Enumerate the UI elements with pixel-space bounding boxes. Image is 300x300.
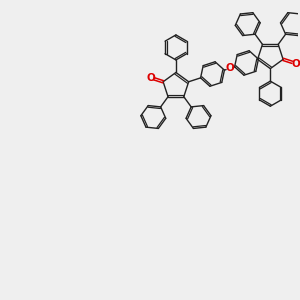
Text: O: O xyxy=(146,73,155,82)
Text: O: O xyxy=(292,58,300,68)
Text: O: O xyxy=(225,64,234,74)
